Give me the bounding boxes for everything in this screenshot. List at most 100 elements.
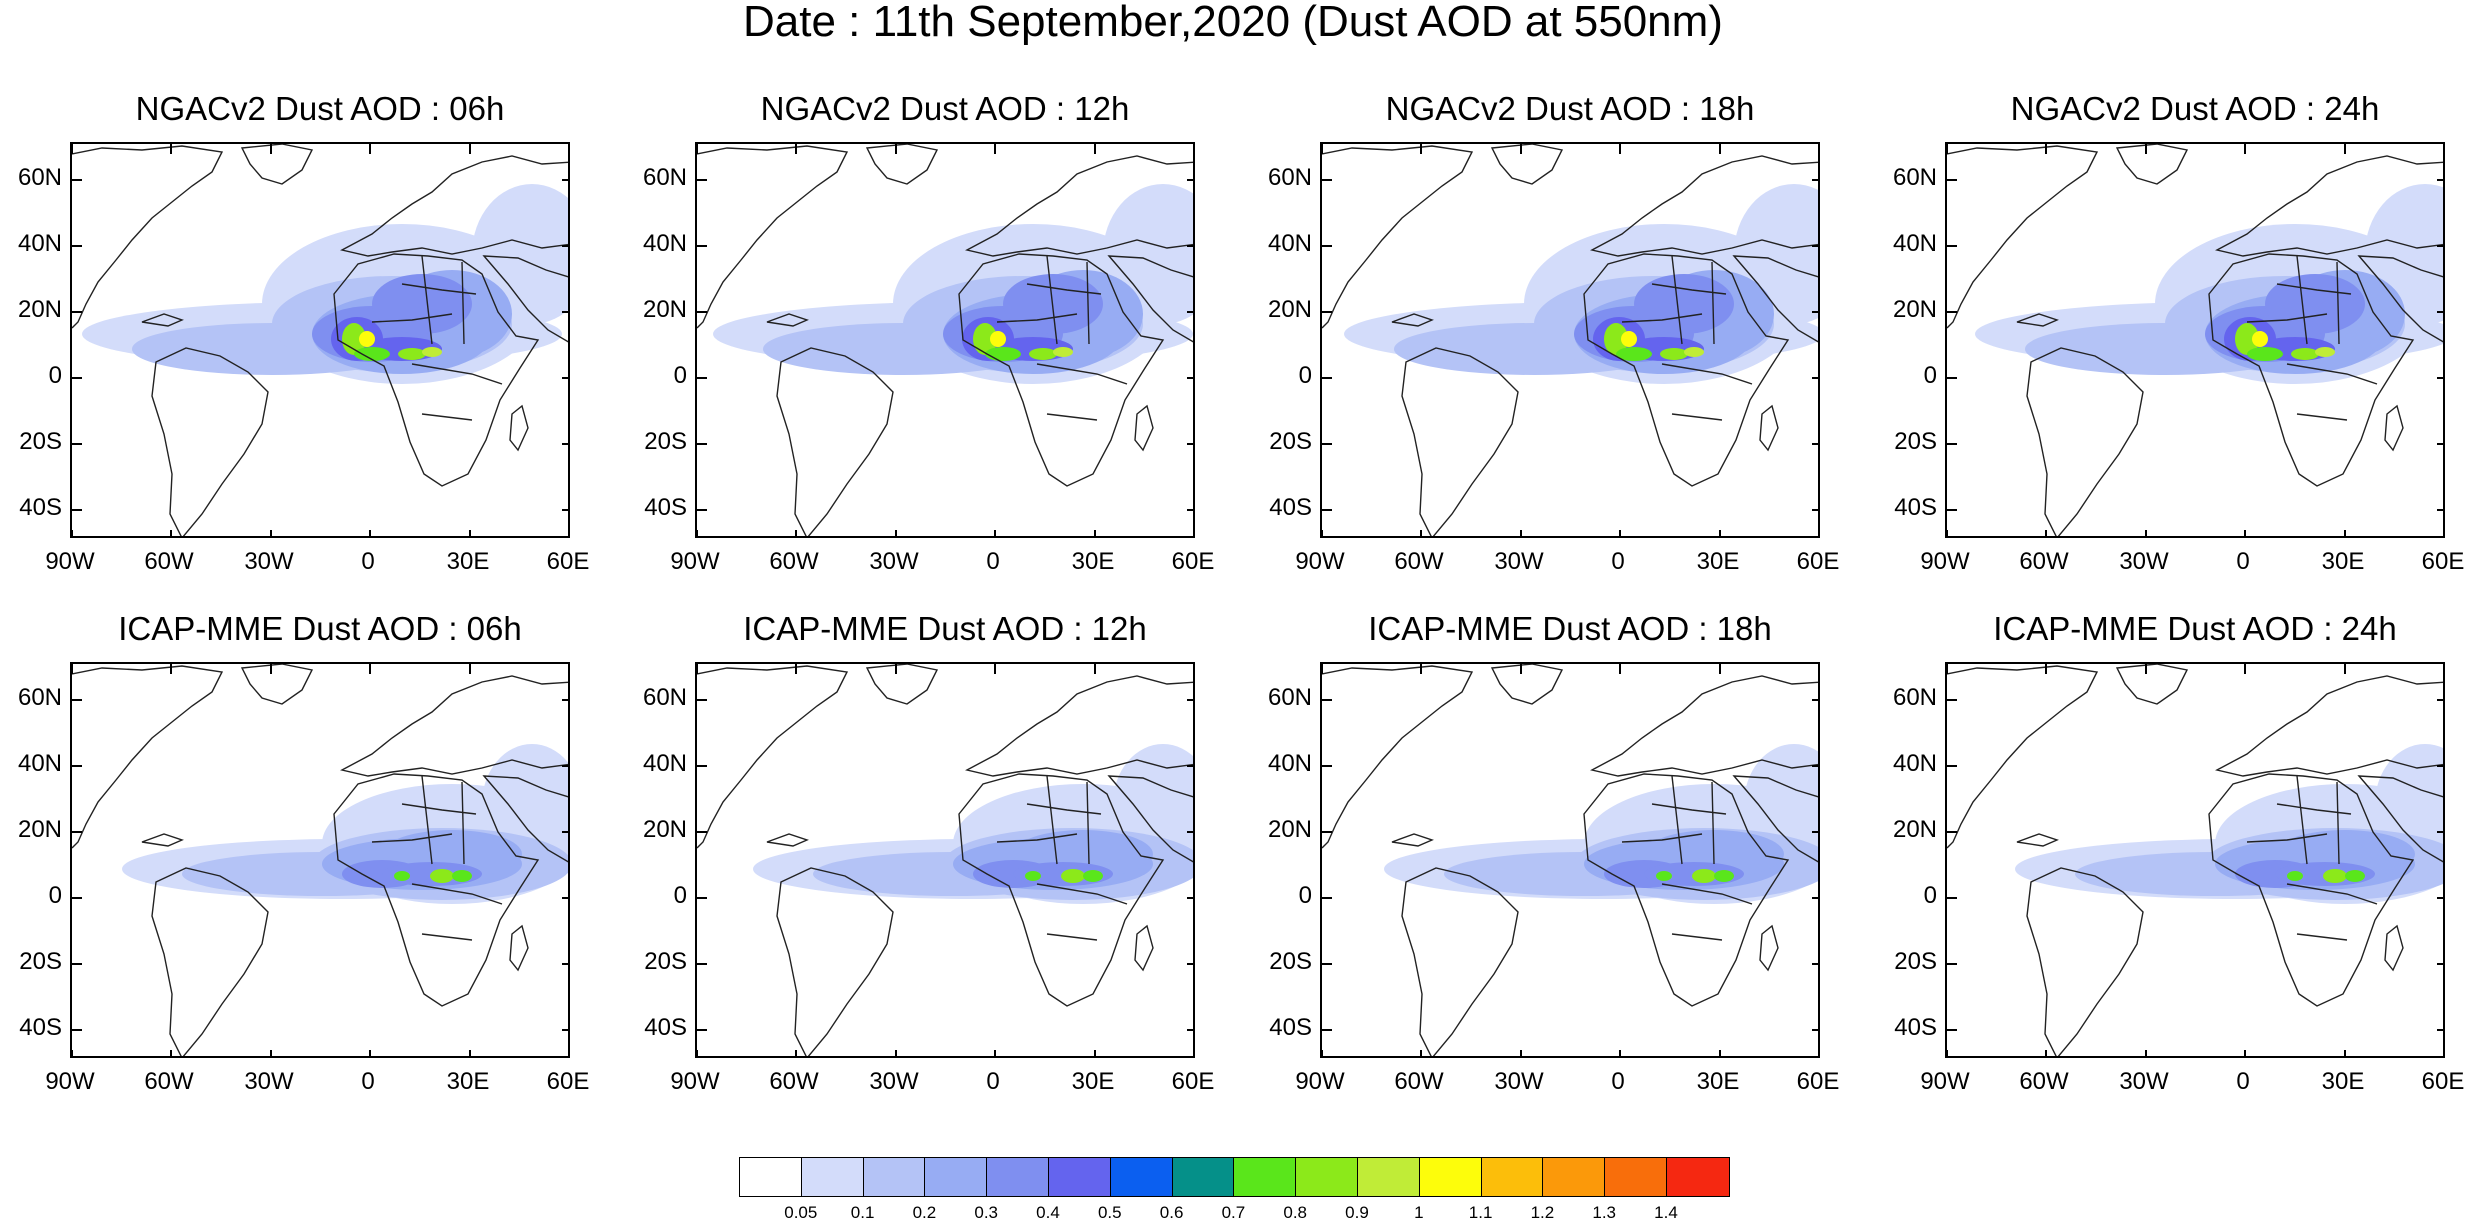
colorbar-label: 0.7 [1221,1203,1246,1222]
lon-tick-label: 60W [769,548,819,575]
colorbar-label: 0.9 [1345,1203,1369,1222]
coastline [72,145,224,329]
coastline [2016,313,2059,327]
lat-tick-label: 0 [48,362,62,389]
lat-tick-label: 20S [1269,428,1312,455]
dust-aod-cell [1616,347,1652,361]
dust-aod-cell [372,274,472,334]
panel-title-icap-mme-24h: ICAP-MME Dust AOD : 24h [1993,610,2397,647]
dust-aod-cell [2247,347,2283,361]
map-panel-ngacv2-18h [1320,142,1820,538]
coastline-overlay [697,144,1193,536]
lon-tick-label: 90W [1920,1068,1970,1095]
coastline [1947,665,2099,849]
lat-tick-label: 40S [1269,1014,1312,1041]
dust-aod-cell [2265,274,2365,334]
lat-tick-label: 20N [1267,296,1312,323]
coastline [340,675,568,777]
panel-title-icap-mme-06h: ICAP-MME Dust AOD : 06h [118,610,522,647]
lat-tick-label: 0 [673,882,687,909]
coastline [865,664,939,705]
colorbar-label: 0.05 [784,1203,818,1222]
lon-tick-label: 30W [1494,548,1544,575]
dust-aod-cell [1025,871,1041,881]
coastline [1322,665,1474,849]
coastline [340,155,568,257]
dust-plume-field [82,184,568,384]
coastline [333,253,540,487]
lon-tick-label: 30W [2119,548,2169,575]
lon-tick-label: 30E [1696,548,1740,575]
lat-tick-label: 20S [19,948,62,975]
lat-tick-label: 20S [1269,948,1312,975]
coastline-overlay [1322,664,1818,1056]
coastline [1134,924,1154,972]
lon-tick-label: 90W [1295,1068,1345,1095]
lon-tick-label: 60W [2019,548,2069,575]
lon-tick-label: 30W [869,1068,919,1095]
panel-title-ngacv2-24h: NGACv2 Dust AOD : 24h [2010,90,2380,127]
lat-tick-label: 40N [642,750,687,777]
lat-tick-label: 40S [19,494,62,521]
colorbar-swatch [1481,1158,1544,1196]
lat-tick-label: 0 [1298,882,1312,909]
lon-tick-label: 30W [1494,1068,1544,1095]
colorbar-swatch [1296,1158,1358,1196]
axis-ticks [697,144,1193,536]
dust-aod-cell [2315,347,2335,357]
lon-tick-label: 30E [446,548,490,575]
lon-tick-label: 0 [986,548,1000,575]
coastline [371,775,503,941]
dust-plume-field [1975,184,2443,384]
axis-ticks [72,144,568,536]
panel-title-ngacv2-06h: NGACv2 Dust AOD : 06h [135,90,505,127]
coastline [141,313,184,327]
lat-tick-label: 40S [644,1014,687,1041]
lon-tick-label: 60E [1171,1068,1215,1095]
colorbar-label: 1 [1414,1203,1424,1222]
colorbar-label: 1.1 [1468,1203,1493,1222]
lon-tick-label: 0 [361,548,375,575]
map-panel-icap-mme-06h [70,662,570,1058]
lat-tick-label: 20N [642,816,687,843]
axis-ticks [697,664,1193,1056]
coastline [996,775,1128,941]
coastline [1759,924,1779,972]
coastline [1583,773,1790,1007]
coastline [240,144,314,185]
axis-ticks [1947,144,2443,536]
lat-tick-label: 20N [17,816,62,843]
coastline [1759,404,1779,452]
dust-aod-cell [430,869,454,883]
coastline [2208,773,2415,1007]
coastline [1621,255,1753,421]
panel-title-ngacv2-18h: NGACv2 Dust AOD : 18h [1385,90,1755,127]
lat-tick-label: 60N [642,684,687,711]
dust-aod-cell [2345,870,2365,882]
dust-plume-field [122,744,568,904]
map-panel-ngacv2-06h [70,142,570,538]
map-panel-ngacv2-24h [1945,142,2445,538]
lon-tick-label: 60E [2421,548,2465,575]
coastline [2246,255,2378,421]
lat-tick-label: 60N [642,164,687,191]
lat-tick-label: 40N [1267,230,1312,257]
lon-tick-label: 0 [1611,1068,1625,1095]
dust-aod-cell [1714,870,1734,882]
coastline [1732,255,1818,343]
colorbar-label: 0.8 [1283,1203,1308,1222]
coastline-overlay [72,664,568,1056]
coastline [240,664,314,705]
dust-aod-cell [2291,348,2319,360]
lat-tick-label: 20N [1892,816,1937,843]
lon-tick-label: 60W [144,1068,194,1095]
coastline [509,924,529,972]
lon-tick-label: 0 [361,1068,375,1095]
axis-ticks [72,664,568,1056]
lat-tick-label: 0 [1923,362,1937,389]
dust-aod-cell [359,331,375,347]
colorbar-label: 0.6 [1159,1203,1184,1222]
lon-tick-label: 90W [1295,548,1345,575]
colorbar-swatch [1234,1158,1297,1196]
lat-tick-label: 40N [642,230,687,257]
